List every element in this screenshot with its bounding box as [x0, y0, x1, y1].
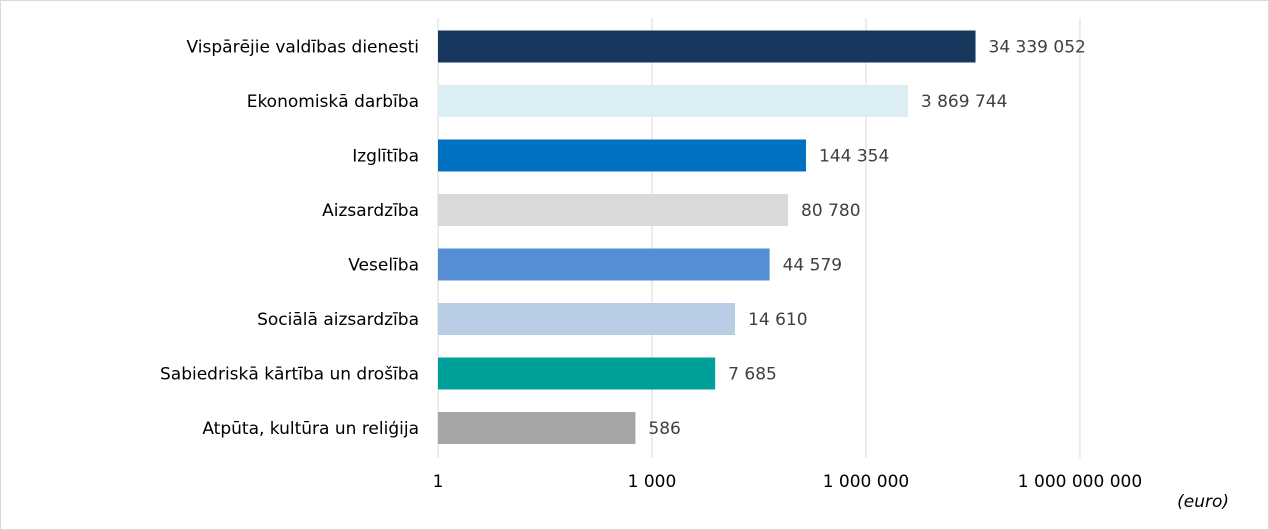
bar-1 [438, 85, 908, 117]
bar-0 [438, 30, 976, 63]
tick-label-3: 1 000 000 000 [1018, 472, 1142, 492]
bar-3 [438, 194, 789, 226]
category-labels: Vispārējie valdības dienesti Ekonomiskā d… [160, 38, 419, 440]
value-labels: 34 339 052 3 869 744 144 354 80 780 44 579 14… [648, 38, 1085, 440]
category-label-2: Izglītība [352, 147, 419, 167]
category-label-3: Aizsardzība [322, 201, 419, 221]
tick-label-1: 1 000 [628, 472, 677, 492]
gridlines [437, 18, 1081, 458]
category-label-1: Ekonomiskā darbība [247, 92, 419, 112]
tick-label-0: 1 [433, 472, 444, 492]
category-label-7: Atpūta, kultūra un reliģija [202, 419, 419, 439]
category-label-0: Vispārējie valdības dienesti [187, 38, 419, 58]
tick-labels: 1 1 000 1 000 000 1 000 000 000 [433, 472, 1143, 492]
bar-4 [438, 248, 770, 281]
category-label-6: Sabiedriskā kārtība un drošība [160, 365, 419, 385]
value-label-7: 586 [648, 419, 680, 439]
tick-label-2: 1 000 000 [823, 472, 910, 492]
bar-6 [438, 357, 716, 390]
bars [438, 30, 976, 444]
bar-7 [438, 412, 636, 444]
value-label-1: 3 869 744 [921, 92, 1008, 112]
category-label-5: Sociālā aizsardzība [257, 310, 419, 330]
value-label-5: 14 610 [748, 310, 807, 330]
unit-label: (euro) [1177, 492, 1229, 512]
value-label-4: 44 579 [783, 256, 842, 276]
bar-5 [438, 303, 736, 335]
category-label-4: Veselība [348, 256, 419, 276]
bar-2 [438, 139, 807, 172]
value-label-0: 34 339 052 [989, 38, 1086, 58]
value-label-6: 7 685 [728, 365, 777, 385]
value-label-3: 80 780 [801, 201, 860, 221]
value-label-2: 144 354 [819, 147, 889, 167]
